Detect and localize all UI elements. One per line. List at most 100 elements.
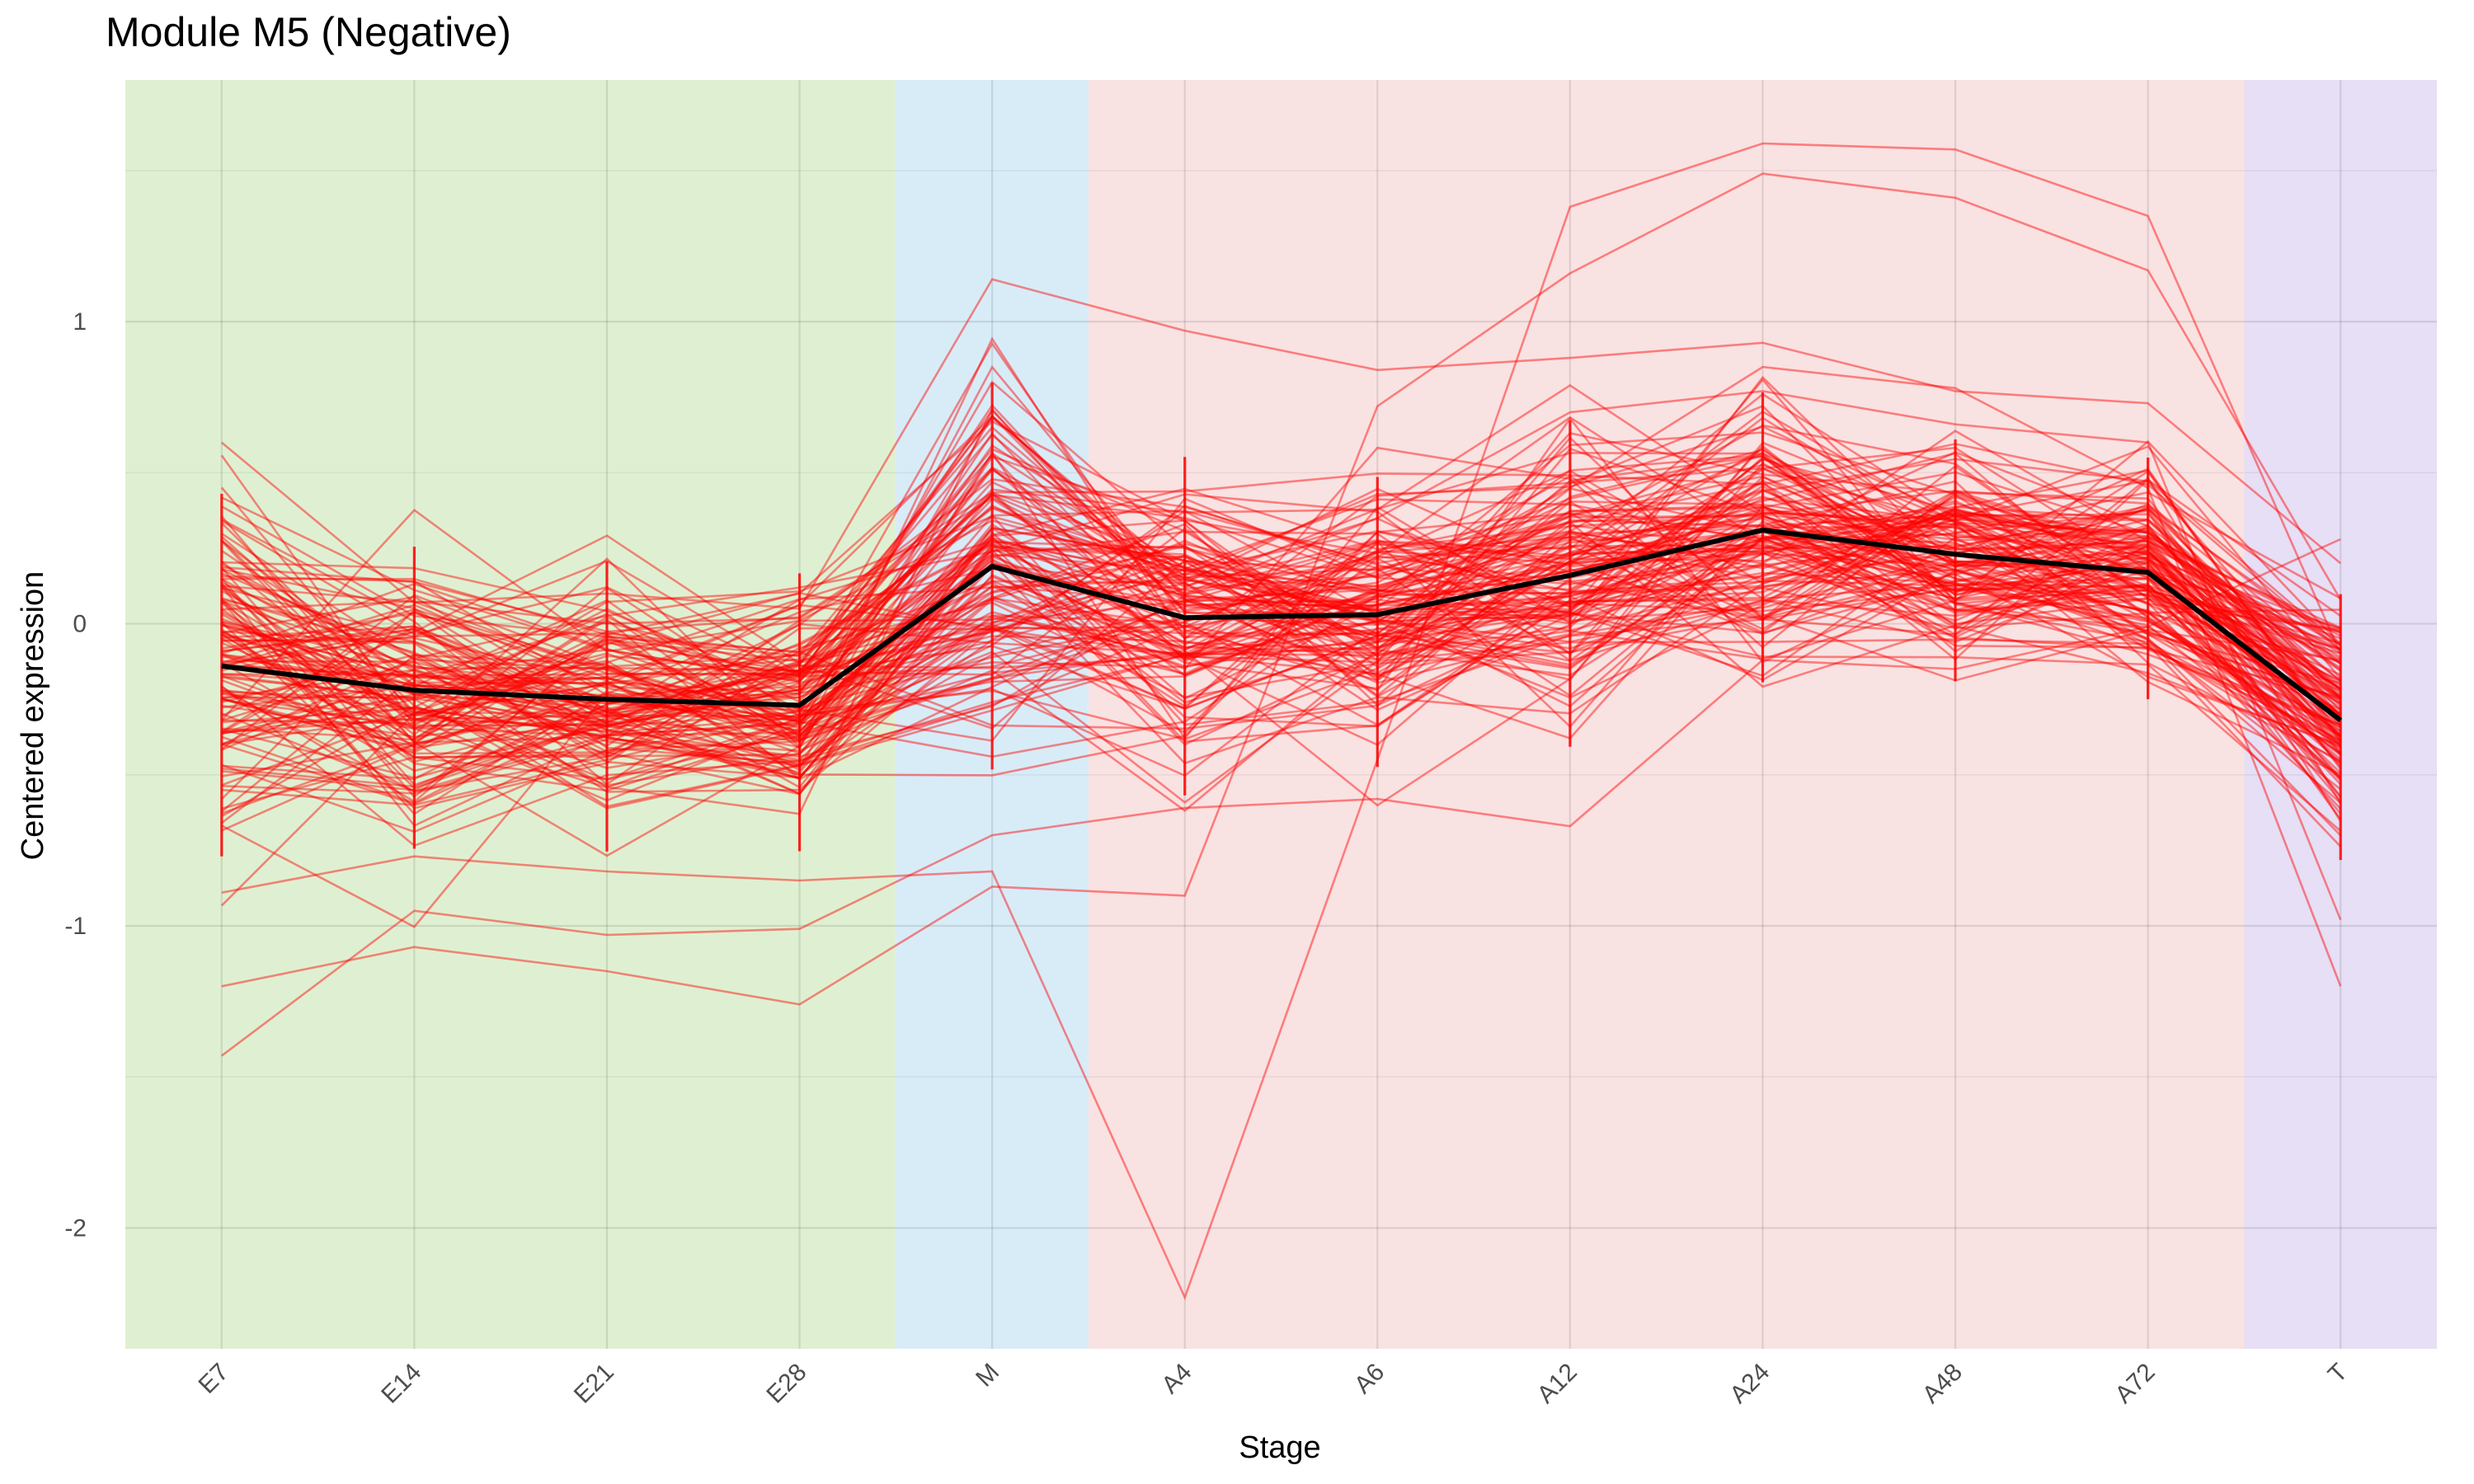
- gene-line: [221, 514, 2341, 834]
- phase-band-3: [1088, 80, 2245, 1349]
- gene-line: [221, 416, 2341, 651]
- gene-line: [221, 481, 2342, 786]
- gene-line: [221, 549, 2341, 824]
- gene-line: [221, 564, 2342, 779]
- gene-line: [220, 454, 2342, 727]
- x-tick-label-E14: E14: [376, 1359, 426, 1409]
- gene-line: [221, 476, 2342, 832]
- gene-line: [221, 341, 2342, 727]
- x-tick-label-E21: E21: [569, 1359, 619, 1409]
- x-tick-labels: E7 E14 E21 E28 M A4 A6 A12 A24 A48 A72 T: [193, 1359, 2353, 1409]
- y-tick-labels: -2 -1 0 1: [64, 308, 87, 1242]
- gene-line: [221, 513, 2341, 781]
- gene-line: [220, 453, 2341, 718]
- gene-line: [221, 436, 2341, 754]
- gene-line: [221, 375, 2341, 711]
- gene-line: [220, 450, 2341, 769]
- x-tick-label-M: M: [971, 1359, 1004, 1392]
- y-tick-label: 0: [73, 611, 87, 638]
- x-axis-title: Stage: [1239, 1430, 1320, 1465]
- gene-line: [221, 495, 2342, 820]
- gene-line: [221, 475, 2341, 717]
- gene-line: [221, 447, 2342, 737]
- gene-line: [221, 546, 2341, 780]
- gene-line: [220, 416, 2342, 721]
- gene-line: [221, 467, 2342, 742]
- x-tick-label-T: T: [2323, 1359, 2353, 1388]
- gene-line: [221, 493, 2341, 792]
- gene-line: [221, 431, 2341, 699]
- gene-line: [221, 446, 2341, 737]
- gene-line: [220, 278, 2342, 610]
- gene-line: [221, 458, 2341, 751]
- gene-line: [221, 508, 2341, 699]
- gene-line: [221, 509, 2341, 730]
- gene-line: [221, 491, 2341, 739]
- gene-line: [220, 528, 2342, 790]
- gene-line: [221, 430, 2341, 728]
- gene-line: [221, 458, 2342, 737]
- gene-line: [221, 469, 2342, 700]
- gene-line: [221, 414, 2341, 675]
- gene-line: [220, 545, 2341, 799]
- gene-line: [221, 142, 2342, 1301]
- gene-line: [221, 507, 2342, 743]
- gene-line: [221, 390, 2342, 921]
- gene-line: [221, 519, 2341, 733]
- gene-line: [221, 439, 2342, 722]
- gene-line: [221, 365, 2342, 987]
- gene-line: [221, 452, 2341, 788]
- gene-line: [220, 487, 2341, 782]
- gene-line: [221, 452, 2342, 725]
- gene-line: [221, 561, 2342, 781]
- gene-line: [220, 584, 2341, 848]
- gene-line: [221, 408, 2342, 778]
- gene-line: [221, 519, 2341, 737]
- gene-line: [221, 448, 2341, 730]
- x-tick-label-E7: E7: [193, 1359, 233, 1399]
- x-tick-label-A48: A48: [1917, 1359, 1968, 1409]
- gene-line: [221, 514, 2341, 740]
- gene-line: [221, 528, 2341, 796]
- gene-line: [220, 524, 2342, 787]
- gene-line: [220, 451, 2341, 749]
- gene-line: [221, 416, 2341, 756]
- gene-line: [221, 456, 2341, 729]
- mean-line-group: [221, 528, 2343, 723]
- gene-line: [220, 505, 2342, 777]
- gene-line: [221, 582, 2342, 815]
- gene-line: [221, 505, 2342, 754]
- gene-line: [221, 500, 2341, 789]
- gene-line: [221, 433, 2341, 749]
- chart-title: Module M5 (Negative): [106, 9, 511, 55]
- gene-line: [221, 431, 2341, 721]
- gene-line: [220, 515, 2341, 749]
- gene-line: [221, 536, 2341, 928]
- x-tick-label-E28: E28: [761, 1359, 811, 1409]
- gene-line: [221, 544, 2341, 740]
- y-tick-label: 1: [73, 308, 87, 336]
- gene-line: [220, 523, 2342, 813]
- gene-line: [221, 378, 2341, 726]
- x-tick-label-A12: A12: [1532, 1359, 1583, 1409]
- gene-line: [221, 431, 2342, 734]
- gene-line: [221, 519, 2342, 761]
- gene-line: [221, 392, 2342, 647]
- gene-line: [221, 481, 2341, 755]
- gene-line: [221, 172, 2342, 1006]
- gene-line: [220, 552, 2342, 828]
- gene-line: [221, 510, 2342, 822]
- gene-line: [221, 529, 2341, 810]
- gene-line: [221, 448, 2342, 690]
- gene-line: [221, 416, 2341, 754]
- gene-line: [221, 542, 2342, 837]
- gene-line: [221, 441, 2341, 746]
- x-tick-label-A4: A4: [1156, 1359, 1197, 1399]
- gene-line: [221, 560, 2341, 815]
- gene-line: [221, 522, 2341, 779]
- gene-line: [221, 638, 2341, 804]
- gene-line: [220, 513, 2342, 815]
- gene-lines: [220, 142, 2342, 1301]
- gene-line: [221, 539, 2342, 796]
